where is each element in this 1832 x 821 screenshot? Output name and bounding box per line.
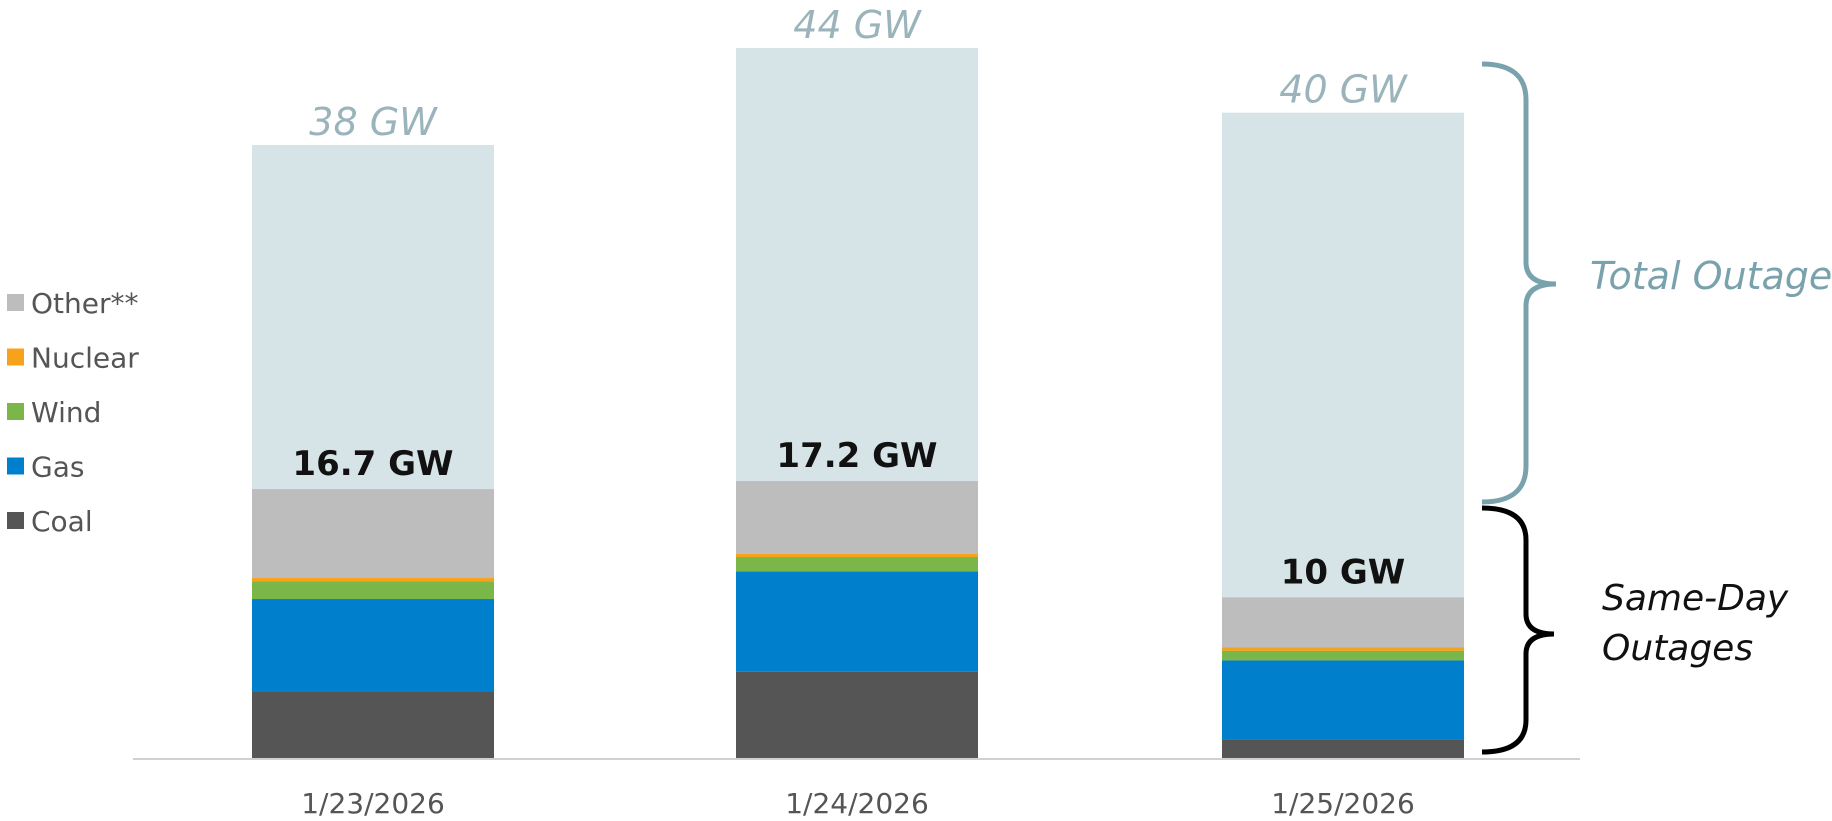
legend-swatch: [7, 512, 24, 529]
same-day-total-label: 17.2 GW: [776, 436, 937, 476]
legend-item-label: Wind: [31, 396, 101, 429]
legend-swatch: [7, 348, 24, 366]
total-outages-brace: [1481, 61, 1557, 505]
legend-item-label: Other**: [31, 287, 139, 320]
same-day-total-label: 10 GW: [1281, 552, 1406, 592]
total-outage-label: 44 GW: [793, 3, 922, 47]
segment-coal: [736, 671, 978, 759]
same-day-total-label: 16.7 GW: [292, 444, 453, 484]
segment-gas: [736, 571, 978, 672]
same-day-annotation-line2: Outages: [1602, 628, 1753, 669]
segment-nuclear: [1222, 647, 1464, 651]
same-day-outages-brace: [1481, 505, 1555, 755]
segment-nuclear: [252, 578, 494, 582]
legend-swatch: [7, 457, 24, 475]
segment-wind: [252, 581, 494, 600]
segment-nuclear: [736, 553, 978, 558]
labels-layer: 16.7 GW 38 GW 1/23/2026 17.2 GW 44 GW 1/24/20…: [292, 3, 1414, 820]
x-tick-label: 1/24/2026: [785, 787, 929, 820]
legend: Other** Nuclear Wind Gas Coal: [7, 287, 139, 538]
segment-coal: [1222, 739, 1464, 759]
segment-other: [252, 489, 494, 579]
legend-swatch: [7, 294, 24, 311]
total-outage-label: 40 GW: [1279, 68, 1408, 112]
segment-other: [1222, 597, 1464, 648]
legend-swatch: [7, 403, 24, 420]
bars-layer: [252, 48, 1464, 760]
legend-item-label: Coal: [31, 505, 93, 538]
segment-other: [736, 481, 978, 554]
x-tick-label: 1/25/2026: [1271, 787, 1415, 820]
total-outages-annotation: Total Outages: [1590, 254, 1832, 298]
legend-item-label: Nuclear: [31, 342, 139, 375]
total-outage-label: 38 GW: [309, 100, 438, 144]
segment-gas: [252, 599, 494, 692]
segment-wind: [736, 557, 978, 572]
segment-wind: [1222, 650, 1464, 661]
segment-coal: [252, 691, 494, 759]
x-tick-label: 1/23/2026: [301, 787, 445, 820]
same-day-annotation-line1: Same-Day: [1602, 578, 1789, 619]
legend-item-label: Gas: [31, 451, 84, 484]
segment-gas: [1222, 660, 1464, 740]
